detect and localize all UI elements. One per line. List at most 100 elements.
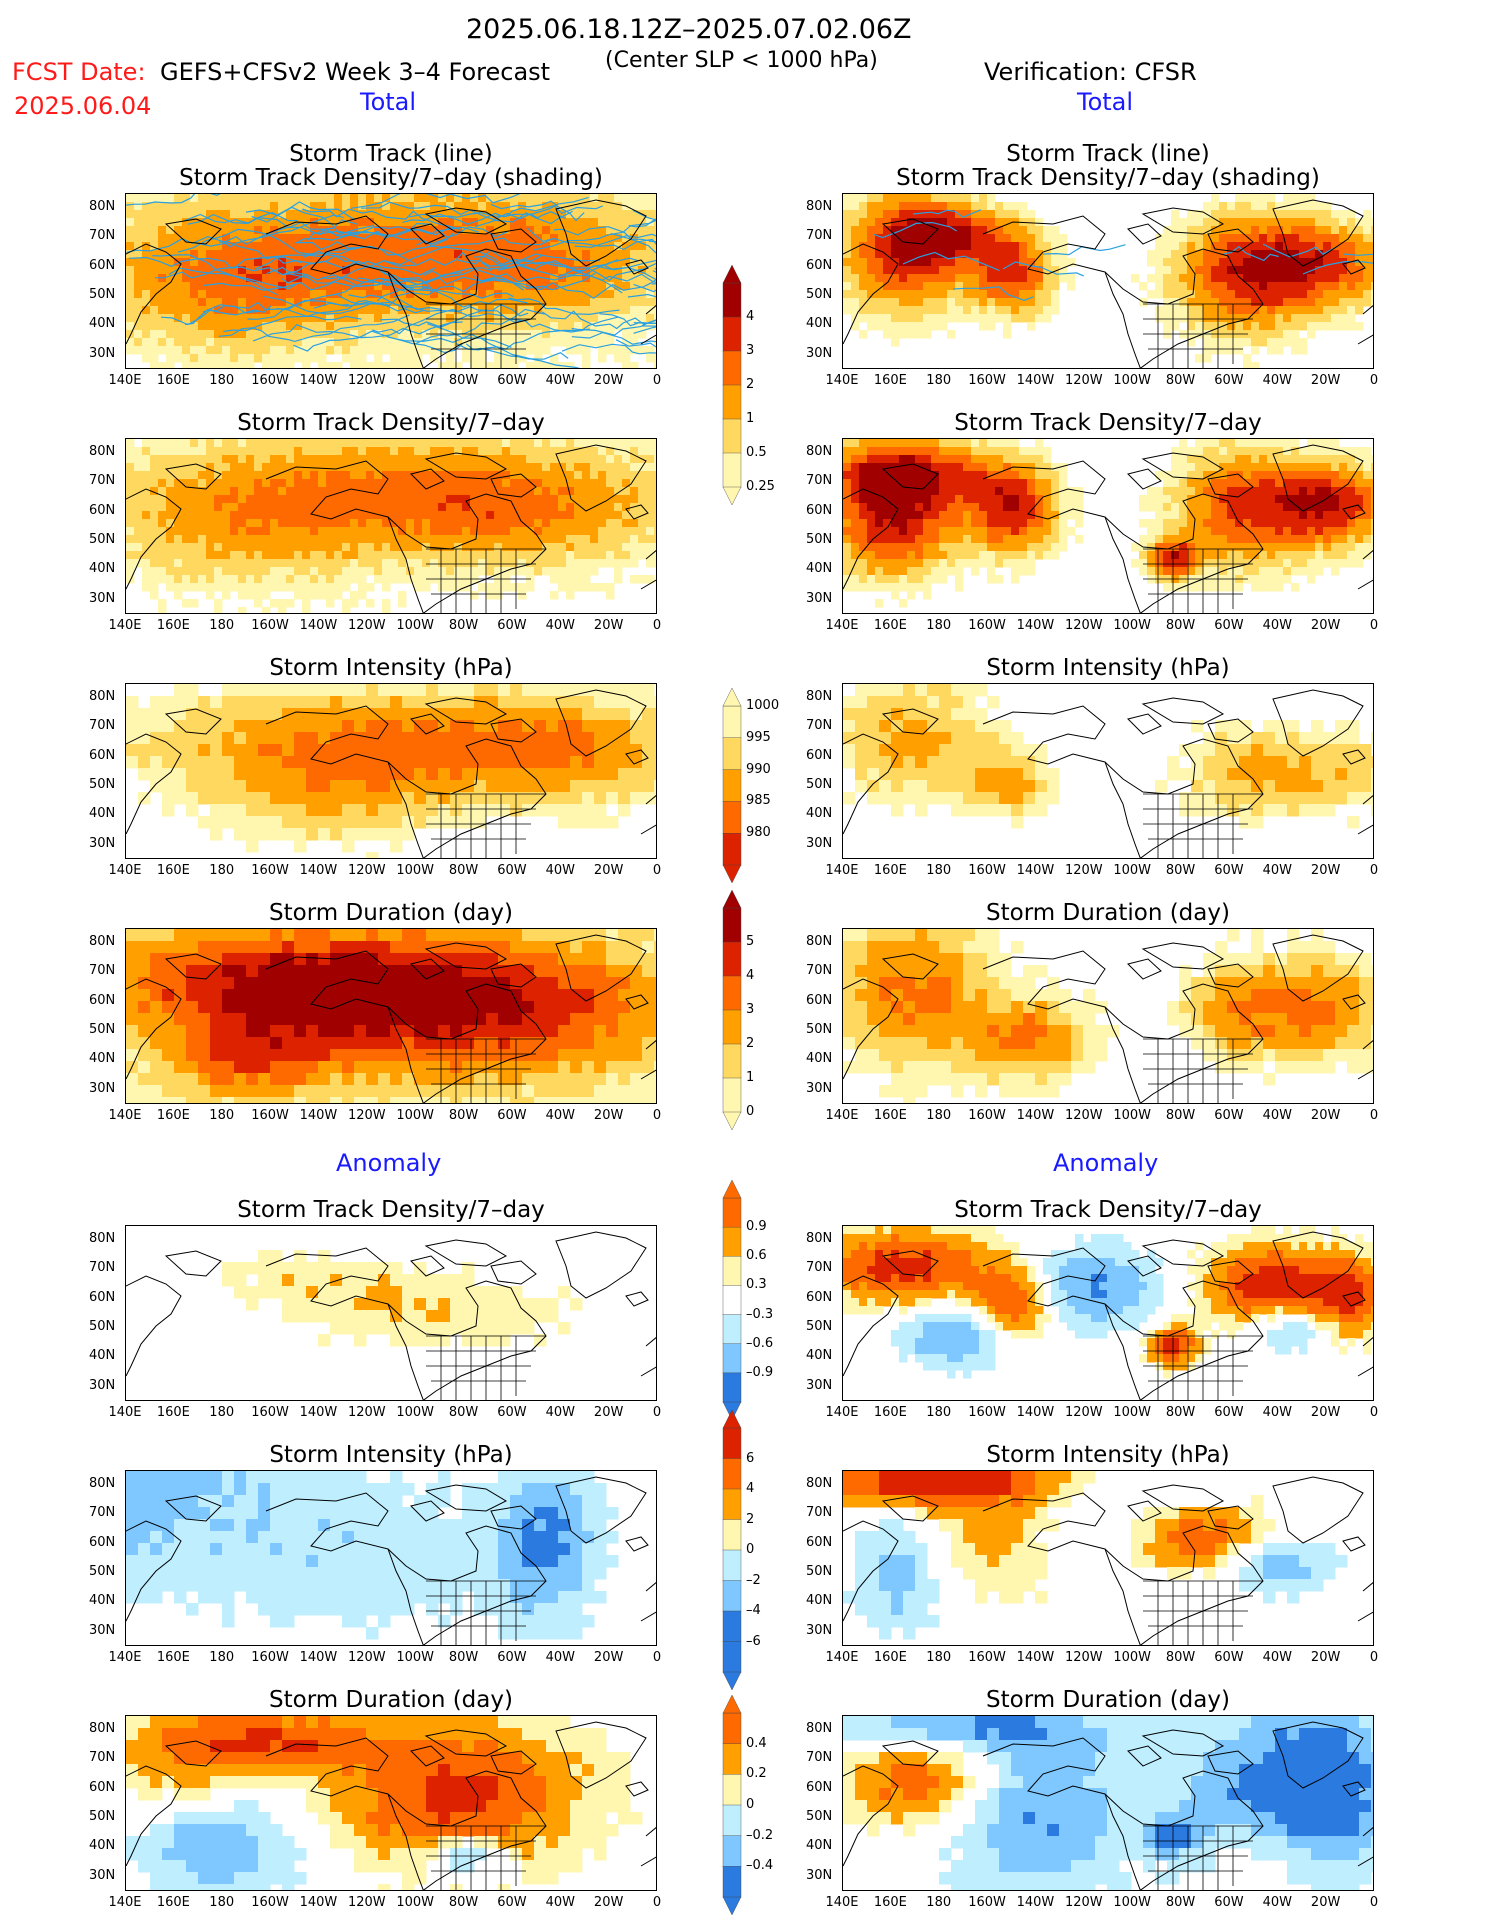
shading-cell: [406, 487, 415, 496]
shading-cell: [971, 559, 980, 568]
shading-cell: [426, 684, 439, 697]
shading-cell: [614, 447, 623, 456]
shading-cell: [1003, 479, 1012, 488]
shading-cell: [262, 194, 271, 203]
shading-cell: [230, 242, 239, 251]
shading-cell: [590, 455, 599, 464]
shading-cell: [126, 306, 135, 315]
shading-cell: [995, 471, 1004, 480]
shading-cell: [382, 471, 391, 480]
shading-cell: [382, 210, 391, 219]
shading-cell: [134, 519, 143, 528]
shading-cell: [1259, 487, 1268, 496]
shading-cell: [382, 519, 391, 528]
shading-cell: [851, 202, 860, 211]
shading-cell: [374, 346, 383, 355]
shading-cell: [302, 559, 311, 568]
shading-cell: [947, 266, 956, 275]
shading-cell: [294, 338, 303, 347]
shading-cell: [1027, 234, 1036, 243]
shading-cell: [478, 583, 487, 592]
shading-cell: [1227, 282, 1236, 291]
shading-cell: [166, 543, 175, 552]
shading-cell: [883, 314, 892, 323]
shading-cell: [214, 346, 223, 355]
shading-cell: [1315, 511, 1324, 520]
shading-cell: [1027, 250, 1036, 259]
shading-cell: [638, 202, 647, 211]
shading-cell: [462, 439, 471, 448]
shading-cell: [923, 194, 932, 203]
shading-cell: [430, 463, 439, 472]
shading-cell: [214, 322, 223, 331]
shading-cell: [438, 503, 447, 512]
storm-track-line: [508, 297, 620, 316]
shading-cell: [614, 210, 623, 219]
shading-cell: [1219, 503, 1228, 512]
shading-cell: [891, 567, 900, 576]
shading-cell: [230, 575, 239, 584]
shading-cell: [150, 258, 159, 267]
shading-cell: [1059, 242, 1068, 251]
shading-cell: [542, 226, 551, 235]
shading-cell: [518, 543, 527, 552]
shading-cell: [638, 258, 647, 267]
shading-cell: [366, 234, 375, 243]
shading-cell: [955, 551, 964, 560]
shading-cell: [438, 471, 447, 480]
shading-cell: [875, 495, 884, 504]
shading-cell: [190, 495, 199, 504]
shading-cell: [1331, 503, 1340, 512]
shading-cell: [1211, 258, 1220, 267]
shading-cell: [891, 543, 900, 552]
shading-cell: [374, 527, 383, 536]
shading-cell: [382, 194, 391, 203]
shading-cell: [630, 306, 639, 315]
shading-cell: [526, 479, 535, 488]
shading-cell: [1235, 487, 1244, 496]
shading-cell: [318, 567, 327, 576]
shading-cell: [1275, 583, 1284, 592]
shading-cell: [1179, 567, 1188, 576]
shading-cell: [1251, 258, 1260, 267]
shading-cell: [414, 479, 423, 488]
shading-cell: [326, 447, 335, 456]
shading-cell: [222, 495, 231, 504]
shading-cell: [350, 218, 359, 227]
shading-cell: [1331, 519, 1340, 528]
shading-cell: [883, 194, 892, 203]
lon-tick-label: 140W: [299, 373, 338, 388]
shading-cell: [174, 354, 183, 363]
shading-cell: [230, 447, 239, 456]
shading-cell: [875, 234, 884, 243]
shading-cell: [198, 575, 207, 584]
shading-cell: [955, 234, 964, 243]
shading-cell: [166, 298, 175, 307]
shading-cell: [1171, 290, 1180, 299]
shading-cell: [622, 487, 631, 496]
shading-cell: [318, 503, 327, 512]
shading-cell: [1211, 234, 1220, 243]
shading-cell: [638, 306, 647, 315]
shading-cell: [1347, 527, 1356, 536]
shading-cell: [883, 250, 892, 259]
shading-cell: [979, 447, 988, 456]
shading-cell: [1187, 519, 1196, 528]
shading-cell: [190, 258, 199, 267]
shading-cell: [222, 439, 231, 448]
shading-cell: [270, 455, 279, 464]
shading-cell: [1147, 274, 1156, 283]
shading-cell: [534, 519, 543, 528]
shading-cell: [1179, 314, 1188, 323]
shading-cell: [286, 266, 295, 275]
shading-cell: [995, 218, 1004, 227]
shading-cell: [1371, 258, 1373, 267]
shading-cell: [302, 471, 311, 480]
shading-cell: [354, 696, 367, 709]
shading-cell: [1259, 471, 1268, 480]
shading-cell: [1163, 527, 1172, 536]
shading-cell: [214, 575, 223, 584]
shading-cell: [907, 535, 916, 544]
shading-cell: [1307, 559, 1316, 568]
shading-cell: [1339, 290, 1348, 299]
